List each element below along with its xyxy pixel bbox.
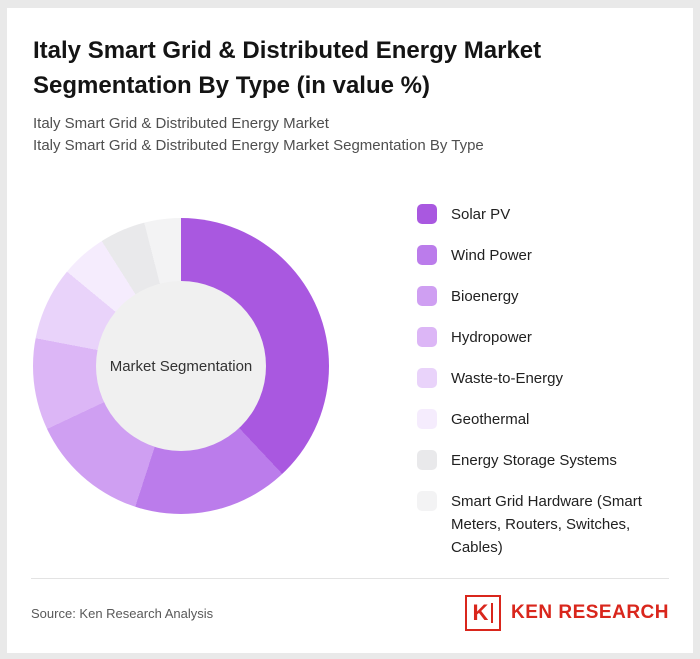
chart-subtitle-2: Italy Smart Grid & Distributed Energy Ma… — [33, 137, 484, 154]
legend-item: Wind Power — [417, 244, 669, 267]
ken-research-logo-mark: K — [464, 595, 501, 631]
chart-subtitles: Italy Smart Grid & Distributed Energy Ma… — [33, 113, 484, 157]
legend-label: Geothermal — [451, 411, 530, 428]
ken-research-logo-text: KEN RESEARCH — [510, 602, 669, 623]
legend-label: Wind Power — [451, 247, 532, 264]
legend-label: Solar PV — [451, 206, 511, 223]
legend: Solar PV Wind Power Bioenergy Hydropower Was… — [417, 203, 669, 559]
legend-swatch — [417, 286, 437, 306]
donut-chart: Market Segmentation — [33, 218, 329, 514]
logo-k-letter: K — [472, 600, 489, 625]
chart-card: Italy Smart Grid & Distributed Energy Ma… — [7, 8, 693, 653]
legend-label: Waste-to-Energy — [451, 370, 563, 387]
legend-swatch — [417, 245, 437, 265]
legend-label: Smart Grid Hardware (Smart Meters, Route… — [451, 493, 642, 556]
footer: Source: Ken Research Analysis K KEN RESE… — [31, 591, 669, 635]
legend-swatch — [417, 204, 437, 224]
legend-item: Smart Grid Hardware (Smart Meters, Route… — [417, 490, 669, 559]
legend-item: Bioenergy — [417, 285, 669, 308]
legend-item: Waste-to-Energy — [417, 367, 669, 390]
chart-center-label: Market Segmentation — [109, 357, 253, 375]
page-title: Italy Smart Grid & Distributed Energy Ma… — [33, 37, 542, 99]
legend-label: Hydropower — [451, 329, 532, 346]
legend-label: Energy Storage Systems — [451, 452, 617, 469]
legend-swatch — [417, 368, 437, 388]
legend-item: Solar PV — [417, 203, 669, 226]
chart-center: Market Segmentation — [96, 281, 266, 451]
legend-swatch — [417, 491, 437, 511]
legend-item: Geothermal — [417, 408, 669, 431]
legend-swatch — [417, 450, 437, 470]
legend-swatch — [417, 327, 437, 347]
chart-subtitle-1: Italy Smart Grid & Distributed Energy Ma… — [33, 115, 329, 132]
legend-label: Bioenergy — [451, 288, 519, 305]
footer-divider — [31, 578, 669, 579]
source-text: Source: Ken Research Analysis — [31, 605, 214, 621]
legend-item: Energy Storage Systems — [417, 449, 669, 472]
legend-item: Hydropower — [417, 326, 669, 349]
logo-bar-icon — [491, 603, 494, 623]
ken-research-logo: K KEN RESEARCH — [464, 595, 669, 631]
legend-swatch — [417, 409, 437, 429]
